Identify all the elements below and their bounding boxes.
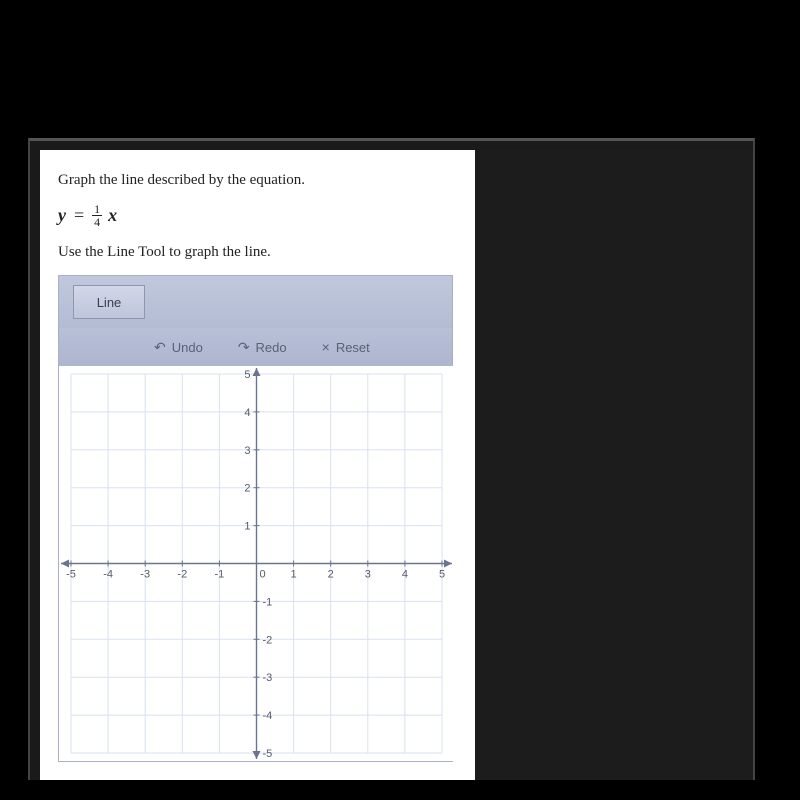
undo-button[interactable]: ↶ Undo	[154, 339, 203, 356]
svg-text:1: 1	[291, 569, 297, 581]
equation-rhs: x	[108, 205, 117, 226]
undo-icon: ↶	[154, 339, 166, 356]
svg-text:2: 2	[244, 483, 250, 495]
svg-text:3: 3	[365, 569, 371, 581]
reset-label: Reset	[336, 340, 370, 355]
svg-text:0: 0	[259, 569, 265, 581]
redo-button[interactable]: ↷ Redo	[238, 339, 287, 356]
line-tool-label: Line	[97, 295, 122, 310]
redo-label: Redo	[256, 340, 287, 355]
redo-icon: ↷	[238, 339, 250, 356]
svg-text:2: 2	[328, 569, 334, 581]
svg-text:-5: -5	[66, 569, 76, 581]
action-row: ↶ Undo ↷ Redo × Reset	[59, 328, 452, 366]
equation-equals: =	[74, 205, 84, 226]
svg-text:-3: -3	[263, 672, 273, 684]
question-panel: Graph the line described by the equation…	[40, 150, 475, 780]
svg-text:-4: -4	[263, 710, 273, 722]
instruction-text: Graph the line described by the equation…	[58, 172, 457, 189]
svg-text:-1: -1	[215, 569, 225, 581]
equation-lhs: y	[58, 205, 66, 226]
svg-text:-2: -2	[177, 569, 187, 581]
svg-text:-3: -3	[140, 569, 150, 581]
svg-text:4: 4	[402, 569, 408, 581]
tool-row: Line	[59, 276, 452, 328]
reset-icon: ×	[322, 339, 330, 355]
coordinate-grid[interactable]: -5 -4 -3 -2 -1 0 1 2 3 4 5 1 2 3 4 5 -1 -2 -3 -4 -5	[59, 366, 454, 761]
equation-fraction: 1 4	[92, 203, 102, 228]
svg-text:5: 5	[244, 369, 250, 381]
right-dark-panel	[475, 150, 753, 780]
fraction-denominator: 4	[92, 216, 102, 228]
svg-text:5: 5	[439, 569, 445, 581]
svg-text:-5: -5	[263, 748, 273, 760]
graph-widget: Line ↶ Undo ↷ Redo × Reset -5 -4 -3 -2 -1 0 1	[58, 275, 453, 762]
line-tool-button[interactable]: Line	[73, 285, 145, 319]
screen-frame: Graph the line described by the equation…	[28, 138, 755, 780]
svg-text:-2: -2	[263, 634, 273, 646]
svg-text:1: 1	[244, 521, 250, 533]
svg-text:-4: -4	[103, 569, 113, 581]
graph-canvas[interactable]: -5 -4 -3 -2 -1 0 1 2 3 4 5 1 2 3 4 5 -1 -2 -3 -4 -5	[59, 366, 454, 761]
equation: y = 1 4 x	[58, 203, 457, 228]
undo-label: Undo	[172, 340, 203, 355]
reset-button[interactable]: × Reset	[322, 339, 370, 355]
svg-text:-1: -1	[263, 596, 273, 608]
svg-text:4: 4	[244, 407, 250, 419]
sub-instruction-text: Use the Line Tool to graph the line.	[58, 244, 457, 261]
svg-text:3: 3	[244, 445, 250, 457]
